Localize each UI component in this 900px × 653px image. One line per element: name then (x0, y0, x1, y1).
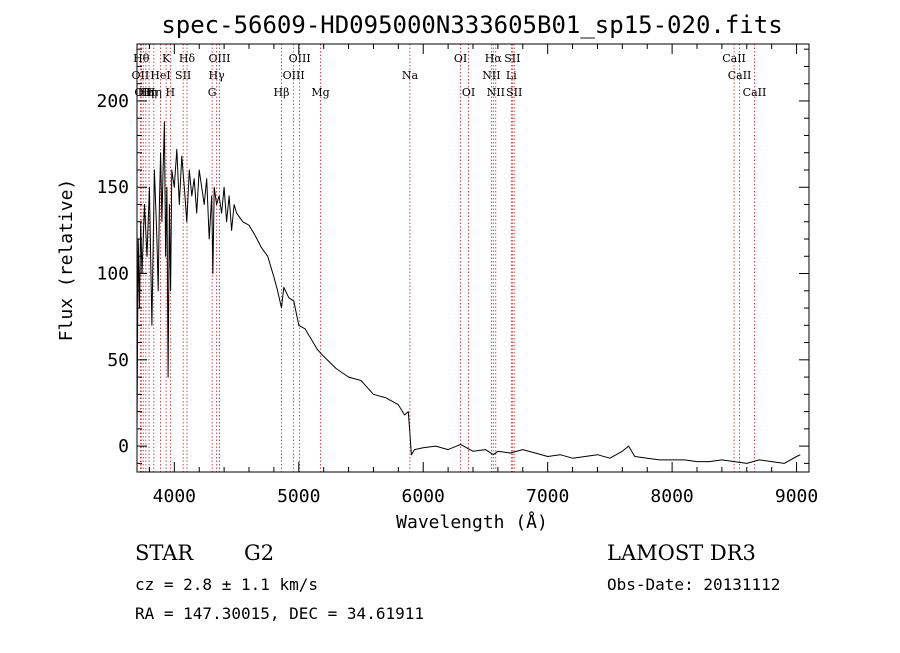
line-label-18: Na (402, 69, 419, 82)
spectrum-line (136, 121, 801, 464)
line-label-25: SII (504, 52, 520, 65)
line-label-6: HeI (150, 69, 170, 82)
y-tick-label-0: 0 (118, 436, 129, 457)
line-label-29: CaII (743, 86, 767, 99)
survey-name: LAMOST DR3 (607, 541, 756, 565)
line-label-11: G (208, 86, 217, 99)
line-label-19: OI (454, 52, 467, 65)
line-label-21: NII (482, 69, 500, 82)
line-label-1: Hθ (133, 52, 150, 65)
line-label-24: Li (506, 69, 517, 82)
y-tick-label-200: 200 (96, 91, 129, 112)
line-label-14: Hβ (274, 86, 290, 99)
observation-date: Obs-Date: 20131112 (607, 575, 781, 594)
line-label-0: OII (132, 69, 150, 82)
x-tick-label-5000: 5000 (277, 486, 320, 507)
x-tick-label-6000: 6000 (402, 486, 445, 507)
line-label-2: OII (134, 86, 152, 99)
line-label-23: NII (487, 86, 505, 99)
line-label-17: Mg (311, 86, 329, 99)
x-tick-label-4000: 4000 (153, 486, 196, 507)
line-label-group: OIIHθOIIHηHηHηHeIKHSIIHδGHγOIIIHβOIIIOII… (132, 52, 767, 99)
y-tick-label-100: 100 (96, 264, 129, 285)
y-tick-label-150: 150 (96, 177, 129, 198)
chart-title: spec-56609-HD095000N333605B01_sp15-020.f… (161, 11, 782, 39)
plot-frame (136, 43, 810, 473)
line-label-12: Hγ (209, 69, 226, 82)
object-class: STAR (135, 541, 194, 565)
line-label-10: Hδ (179, 52, 196, 65)
x-axis: 4000 5000 6000 7000 8000 9000 (148, 44, 818, 507)
y-axis-label: Flux (relative) (56, 179, 77, 342)
line-label-5: Hη (146, 86, 162, 99)
line-label-13: OIII (208, 52, 230, 65)
line-label-7: K (162, 52, 171, 65)
spectrum-series (136, 121, 801, 464)
y-tick-label-50: 50 (107, 350, 129, 371)
x-tick-label-9000: 9000 (775, 486, 818, 507)
line-label-28: CaII (728, 69, 752, 82)
object-subclass: G2 (244, 541, 275, 565)
line-label-22: Hα (485, 52, 503, 65)
line-label-4: Hη (141, 86, 157, 99)
x-tick-label-8000: 8000 (650, 486, 693, 507)
line-label-8: H (166, 86, 176, 99)
line-label-20: OI (462, 86, 475, 99)
x-axis-label: Wavelength (Å) (396, 511, 548, 533)
line-label-3: Hη (138, 86, 154, 99)
y-axis: 0 50 100 150 200 (96, 48, 809, 464)
line-label-16: OIII (289, 52, 311, 65)
line-marker-group (139, 44, 755, 472)
x-tick-label-7000: 7000 (526, 486, 569, 507)
line-label-15: OIII (283, 69, 305, 82)
line-label-27: CaII (722, 52, 746, 65)
line-label-9: SII (175, 69, 191, 82)
line-label-26: SII (506, 86, 522, 99)
sky-coordinates: RA = 147.30015, DEC = 34.61911 (135, 604, 424, 623)
redshift-cz: cz = 2.8 ± 1.1 km/s (135, 575, 319, 594)
